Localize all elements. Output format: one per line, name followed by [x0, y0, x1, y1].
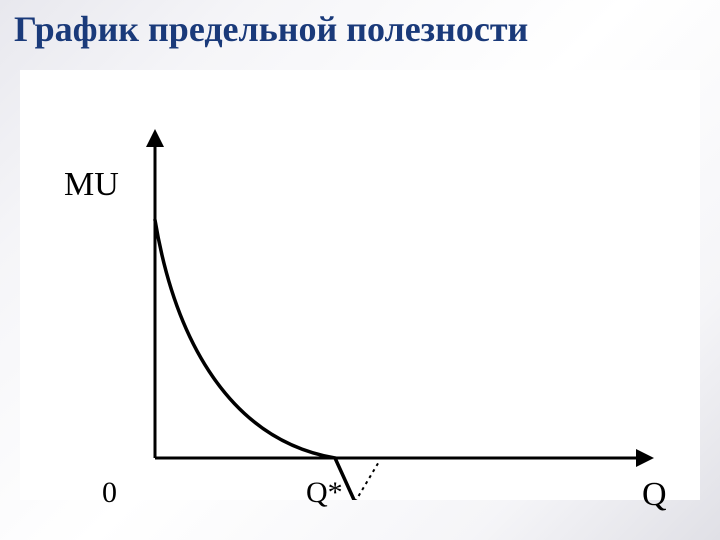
x-axis-label: Q [642, 476, 667, 514]
q-star-label: Q* [306, 476, 343, 510]
mu-chart [20, 70, 700, 500]
origin-label: 0 [102, 476, 117, 510]
page-title: График предельной полезности [14, 8, 706, 50]
chart-panel: MU Q 0 Q* [20, 70, 700, 500]
y-axis-label: MU [64, 166, 119, 204]
